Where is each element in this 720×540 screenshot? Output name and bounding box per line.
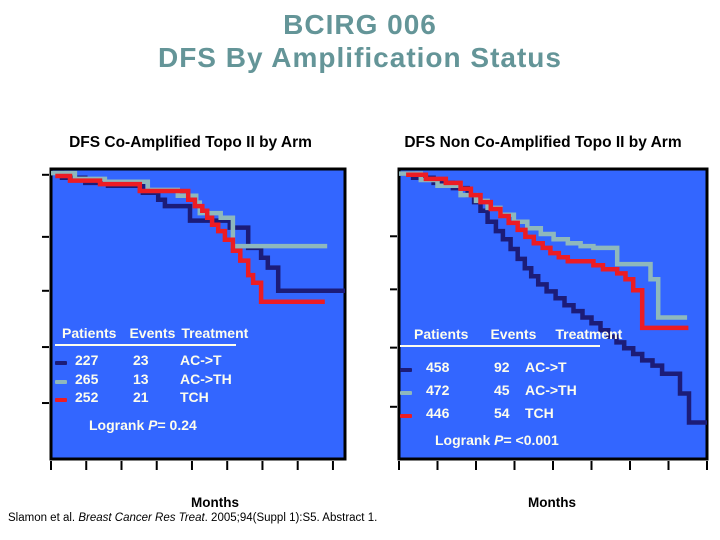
series-dash-icon	[55, 398, 67, 403]
legend-header-treatment: Treatment	[181, 325, 249, 341]
legend-events-count: 54	[494, 404, 510, 421]
legend-patients-count: 472	[426, 381, 450, 398]
series-dash-icon	[55, 379, 67, 384]
plot-area	[49, 167, 347, 461]
km-curve-tch	[406, 172, 689, 331]
legend-header-events: Events	[129, 325, 176, 341]
legend-treatment-label: TCH	[525, 404, 554, 421]
legend-patients-count: 446	[426, 404, 450, 421]
legend-treatment-label: AC->TH	[525, 381, 577, 398]
slide-title: BCIRG 006 DFS By Amplification Status	[0, 8, 720, 74]
km-curve-ac-t	[51, 170, 345, 294]
right-chart-title: DFS Non Co-Amplified Topo II by Arm	[404, 134, 682, 151]
series-dash-icon	[400, 367, 412, 372]
slide-title-line1: BCIRG 006	[283, 9, 437, 40]
logrank-result: Logrank P= 0.24	[89, 416, 197, 433]
legend-events-count: 13	[133, 370, 149, 387]
legend-header: Patients Events Treatment	[55, 325, 248, 346]
legend-header-treatment: Treatment	[555, 326, 623, 342]
left-chart-title: DFS Co-Amplified Topo II by Arm	[69, 134, 312, 151]
plot-area	[397, 167, 709, 461]
legend-rows: 458 92 AC->T 472 45 AC->TH 446 54 TCH	[400, 355, 615, 424]
legend-row: 227 23 AC->T	[55, 351, 260, 370]
legend-row: 458 92 AC->T	[400, 355, 615, 378]
legend-events-count: 23	[133, 352, 149, 369]
legend-treatment-label: TCH	[180, 389, 209, 406]
legend-patients-count: 252	[75, 389, 99, 406]
legend-header: Patients Events Treatment	[400, 326, 622, 347]
legend-events-count: 21	[133, 389, 149, 406]
legend-header-patients: Patients	[414, 326, 469, 342]
km-curve-tch	[55, 173, 325, 305]
legend-treatment-label: AC->T	[525, 358, 567, 375]
right-x-axis-label: Months	[528, 495, 576, 510]
left-chart-legend: Patients Events Treatment 227 23 AC->T 265 1…	[55, 325, 260, 433]
series-dash-icon	[400, 390, 412, 395]
series-dash-icon	[55, 361, 67, 366]
legend-rows: 227 23 AC->T 265 13 AC->TH 252 21 TCH	[55, 351, 260, 407]
legend-header-events: Events	[490, 326, 537, 342]
slide-title-line2: DFS By Amplification Status	[157, 42, 562, 73]
legend-treatment-label: AC->T	[180, 352, 222, 369]
p-value-symbol: P	[494, 432, 504, 448]
legend-row: 472 45 AC->TH	[400, 378, 615, 401]
p-value-symbol: P	[148, 416, 158, 433]
series-dash-icon	[400, 413, 412, 418]
left-x-axis-label: Months	[191, 495, 239, 510]
legend-row: 252 21 TCH	[55, 388, 260, 407]
legend-row: 265 13 AC->TH	[55, 370, 260, 389]
legend-events-count: 45	[494, 381, 510, 398]
logrank-result: Logrank P= <0.001	[435, 432, 559, 448]
legend-treatment-label: AC->TH	[180, 370, 232, 387]
right-chart-legend: Patients Events Treatment 458 92 AC->T 472 4…	[400, 326, 622, 448]
legend-events-count: 92	[494, 358, 510, 375]
citation: Slamon et al. Breast Cancer Res Treat. 2…	[8, 512, 378, 524]
legend-patients-count: 458	[426, 358, 450, 375]
legend-patients-count: 227	[75, 352, 99, 369]
legend-row: 446 54 TCH	[400, 401, 615, 424]
legend-patients-count: 265	[75, 370, 99, 387]
legend-header-patients: Patients	[62, 325, 117, 341]
